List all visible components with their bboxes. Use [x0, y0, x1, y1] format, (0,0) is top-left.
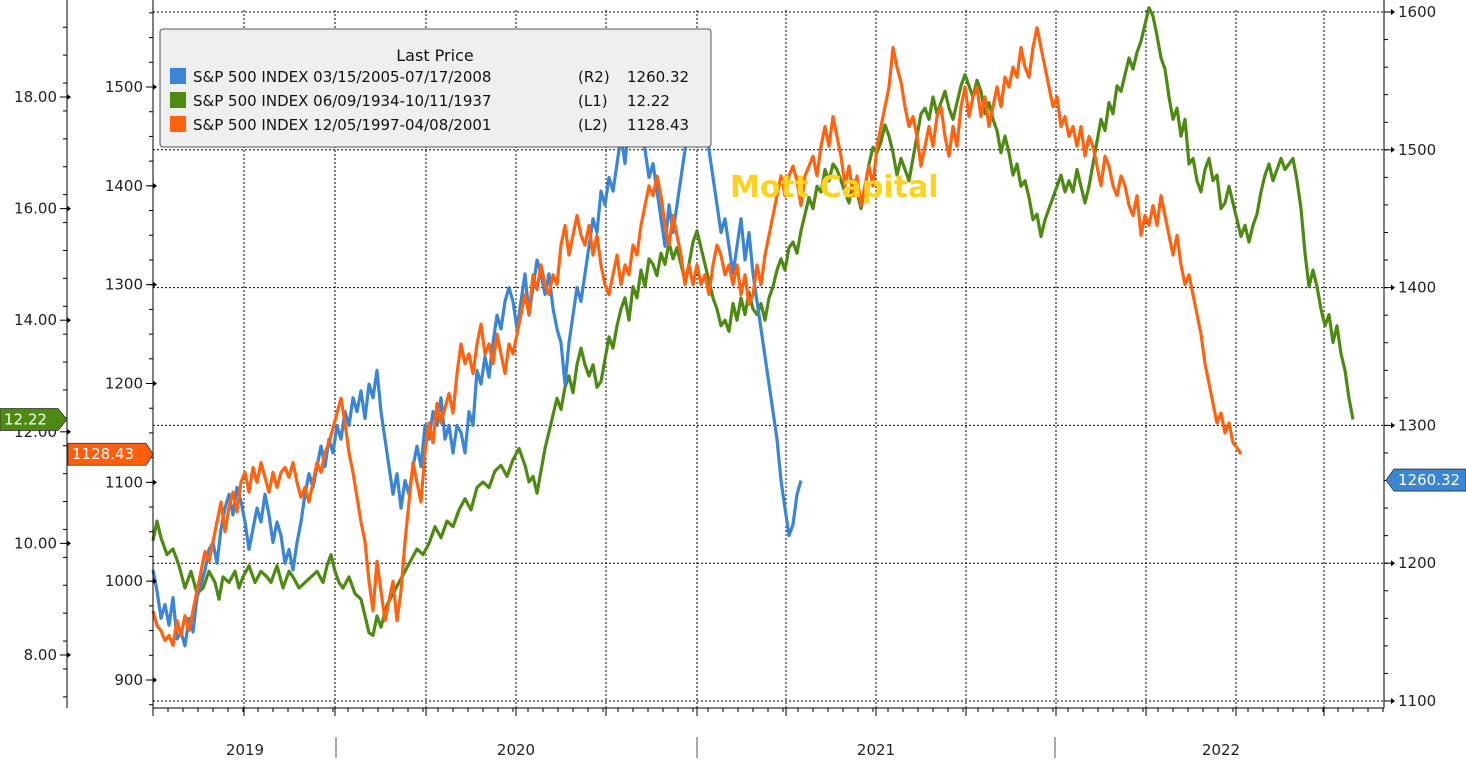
series-line-L2 [151, 26, 1243, 647]
L2-tick-label: 900 [114, 671, 143, 689]
L1-tick-label: 16.00 [14, 200, 57, 218]
L2-tick-label: 1200 [105, 375, 143, 393]
x-tick-label-2020: 2020 [497, 741, 535, 759]
R2-tick-arrow [1391, 560, 1395, 567]
R2-tick-arrow [1391, 9, 1395, 15]
axes: 8.0010.0012.0014.0016.0018.0090010001100… [14, 0, 1436, 759]
legend-entry-axis: (L1) [578, 92, 608, 110]
R2-tick-label: 1500 [1398, 141, 1436, 159]
R2-tick-label: 1200 [1398, 554, 1436, 572]
legend-entry-value: 12.22 [627, 92, 670, 110]
L2-tick-arrow [153, 281, 157, 288]
legend-entry-label: S&P 500 INDEX 06/09/1934-10/11/1937 [193, 92, 491, 110]
R2-tick-arrow [1391, 284, 1395, 291]
R2-tick-label: 1300 [1398, 416, 1436, 434]
R2-tick-label: 1100 [1398, 692, 1436, 710]
legend-entry-axis: (L2) [578, 116, 608, 134]
x-tick-label-2019: 2019 [226, 741, 264, 759]
R2-tick-arrow [1391, 146, 1395, 153]
last-value-tag-green [0, 408, 68, 431]
L1-tick-label: 8.00 [24, 646, 57, 664]
last-value-tag-text-green: 12.22 [4, 411, 47, 429]
watermark: Mott Capital [730, 170, 938, 205]
L2-tick-label: 1400 [105, 177, 143, 195]
series-line-R2 [151, 65, 803, 648]
series-line-L1 [151, 6, 1355, 638]
last-value-tag-blue [1385, 468, 1466, 492]
L2-tick-arrow [153, 84, 157, 90]
L2-tick-arrow [153, 182, 157, 189]
last-value-tag-text-orange: 1128.43 [72, 445, 134, 463]
last-value-tags: 12.22 1128.43 1260.32 [0, 408, 1466, 492]
legend-swatch [170, 92, 186, 108]
L2-tick-label: 1100 [105, 473, 143, 491]
legend-swatch [170, 116, 186, 132]
L1-tick-arrow [67, 652, 71, 658]
L1-tick-arrow [67, 317, 71, 324]
x-tick-label-2021: 2021 [857, 741, 895, 759]
last-value-tag-orange [67, 442, 154, 466]
R2-tick-label: 1400 [1398, 279, 1436, 297]
legend-entry-value: 1260.32 [627, 68, 689, 86]
L2-tick-arrow [153, 380, 157, 387]
legend: Last Price S&P 500 INDEX 03/15/2005-07/1… [159, 28, 712, 148]
legend-entry-label: S&P 500 INDEX 12/05/1997-04/08/2001 [193, 116, 491, 134]
R2-tick-label: 1600 [1398, 3, 1436, 21]
last-value-tag-text-blue: 1260.32 [1398, 471, 1460, 489]
L2-tick-label: 1300 [105, 276, 143, 294]
L2-tick-arrow [153, 479, 157, 486]
L1-tick-label: 14.00 [14, 311, 57, 329]
R2-tick-arrow [1391, 422, 1395, 429]
x-tick-label-2022: 2022 [1202, 741, 1240, 759]
legend-title: Last Price [396, 46, 473, 65]
L1-tick-label: 18.00 [14, 88, 57, 106]
legend-entry-label: S&P 500 INDEX 03/15/2005-07/17/2008 [193, 68, 491, 86]
L1-tick-arrow [67, 205, 71, 212]
L1-tick-arrow [67, 94, 71, 100]
L1-tick-label: 10.00 [14, 534, 57, 552]
legend-entry-axis: (R2) [578, 68, 610, 86]
L1-tick-arrow [67, 428, 71, 435]
R2-tick-arrow [1391, 698, 1395, 704]
legend-entry-value: 1128.43 [627, 116, 689, 134]
L2-tick-arrow [153, 677, 157, 683]
legend-swatch [170, 68, 186, 84]
L2-tick-label: 1000 [105, 572, 143, 590]
L1-tick-arrow [67, 540, 71, 547]
legend-box [159, 28, 712, 148]
L2-tick-label: 1500 [105, 78, 143, 96]
L2-tick-arrow [153, 578, 157, 585]
